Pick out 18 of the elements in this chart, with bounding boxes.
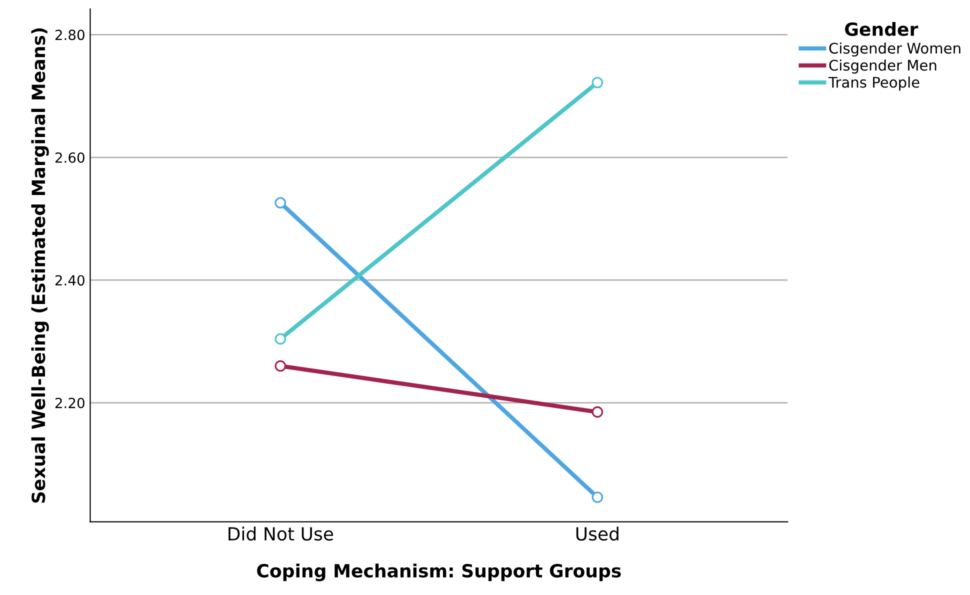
point: [274, 197, 286, 208]
legend-label: Trans People: [828, 76, 920, 91]
x-axis-title: Coping Mechanism: Support Groups: [257, 564, 621, 582]
point: [592, 76, 604, 88]
x-tick-label: Did Not Use: [228, 526, 334, 541]
point: [592, 492, 604, 503]
point: [592, 406, 604, 418]
point: [274, 333, 286, 345]
y-tick-label: 2.80: [55, 30, 84, 40]
x-tick-label: Used: [576, 526, 618, 541]
legend-title: Gender: [845, 22, 918, 36]
y-tick-label: 2.20: [55, 398, 84, 408]
y-axis-title: Sexual Well-Being (Estimated Marginal Means): [31, 28, 49, 503]
legend-label: Cisgender Men: [829, 59, 936, 74]
y-tick-label: 2.60: [55, 152, 84, 163]
legend-label: Cisgender Women: [829, 42, 960, 57]
point: [274, 360, 286, 372]
y-tick-label: 2.40: [55, 275, 84, 286]
